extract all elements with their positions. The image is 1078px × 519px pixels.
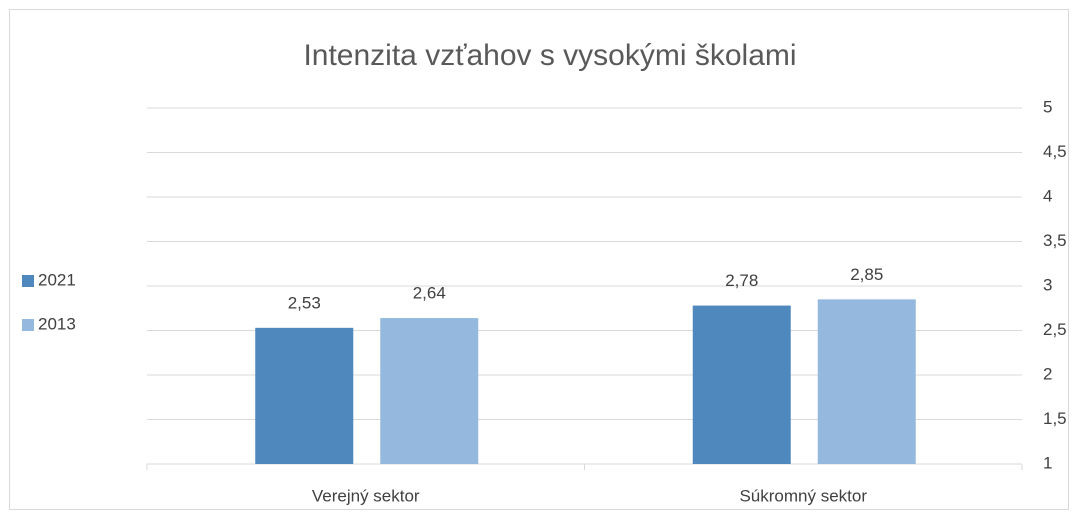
- bar: [817, 299, 916, 464]
- legend-swatch: [22, 319, 34, 331]
- y-tick-label: 1: [1043, 453, 1052, 472]
- chart-title: Intenzita vzťahov s vysokými školami: [303, 39, 796, 72]
- x-tick-label: Súkromný sektor: [739, 486, 867, 505]
- y-tick-label: 4,5: [1043, 142, 1067, 161]
- y-tick-label: 1,5: [1043, 409, 1067, 428]
- value-label: 2,85: [850, 265, 883, 284]
- y-tick-label: 4: [1043, 186, 1052, 205]
- bar: [255, 327, 354, 464]
- y-tick-label: 2: [1043, 364, 1052, 383]
- y-tick-label: 5: [1043, 97, 1052, 116]
- legend-swatch: [22, 275, 34, 287]
- y-tick-label: 3,5: [1043, 231, 1067, 250]
- bar: [380, 318, 479, 464]
- x-tick-label: Verejný sektor: [312, 486, 420, 505]
- value-label: 2,53: [288, 293, 321, 312]
- legend-label: 2013: [38, 314, 76, 333]
- legend-label: 2021: [38, 270, 76, 289]
- value-label: 2,64: [413, 284, 446, 303]
- y-tick-label: 3: [1043, 275, 1052, 294]
- y-tick-label: 2,5: [1043, 320, 1067, 339]
- value-label: 2,78: [725, 271, 758, 290]
- bar: [692, 305, 791, 464]
